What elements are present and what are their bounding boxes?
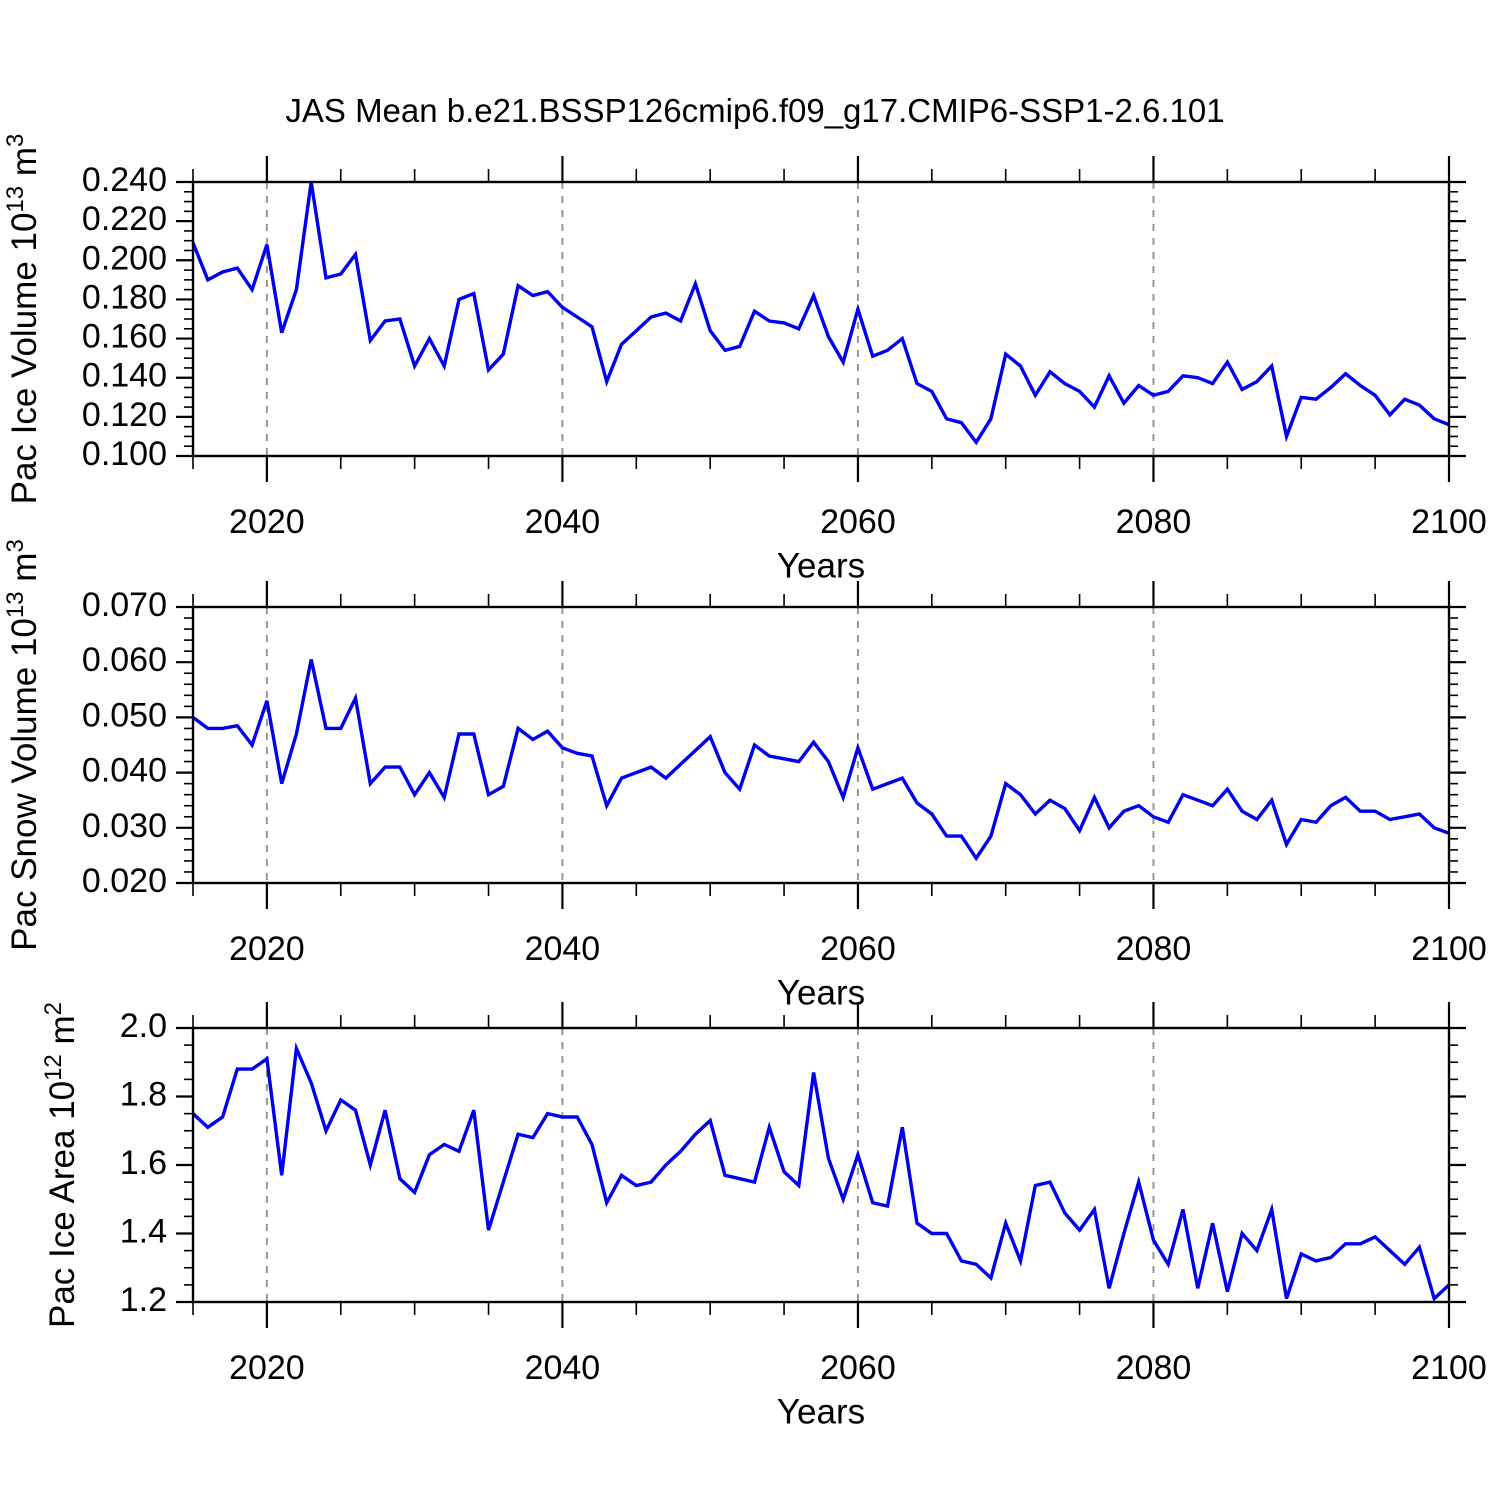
x-tick-label: 2040	[525, 503, 601, 541]
x-tick-label: 2060	[820, 930, 896, 968]
x-axis-title: Years	[777, 973, 865, 1012]
y-tick-label: 0.030	[82, 807, 167, 845]
y-tick-label: 0.160	[82, 318, 167, 356]
y-tick-label: 1.8	[120, 1075, 167, 1113]
x-axis-title: Years	[777, 546, 865, 585]
x-axis-title: Years	[777, 1392, 865, 1431]
x-tick-label: 2020	[229, 930, 305, 968]
y-tick-label: 1.4	[120, 1212, 167, 1250]
y-tick-label: 0.100	[82, 435, 167, 473]
y-tick-label: 0.140	[82, 357, 167, 395]
chart-title: JAS Mean b.e21.BSSP126cmip6.f09_g17.CMIP…	[285, 92, 1224, 129]
y-tick-label: 0.060	[82, 641, 167, 679]
y-tick-label: 0.070	[82, 586, 167, 624]
panel-pac-ice-area: 2020 2040 2060 2080 2100 2.0 1.8 1.6 1.4 1.2 Years…	[40, 1002, 1487, 1431]
x-tick-label: 2020	[229, 503, 305, 541]
panel-pac-snow-volume: 2020 2040 2060 2080 2100 0.070 0.060 0.050 0.040…	[2, 539, 1487, 1012]
data-line-pac-snow-volume	[191, 659, 1450, 862]
x-tick-label: 2080	[1116, 503, 1192, 541]
y-tick-label: 0.050	[82, 696, 167, 734]
x-tick-label: 2060	[820, 1349, 896, 1387]
y-tick-label: 1.2	[120, 1281, 167, 1319]
y-tick-label: 0.180	[82, 278, 167, 316]
x-tick-label: 2020	[229, 1349, 305, 1387]
x-tick-label: 2100	[1411, 1349, 1487, 1387]
x-tick-label: 2040	[525, 930, 601, 968]
data-line-pac-ice-volume	[191, 181, 1450, 446]
y-tick-label: 0.220	[82, 200, 167, 238]
y-tick-label: 0.200	[82, 239, 167, 277]
y-tick-label: 1.6	[120, 1144, 167, 1182]
data-line-pac-ice-area	[191, 1041, 1451, 1302]
y-tick-label: 0.240	[82, 161, 167, 199]
x-tick-label: 2080	[1116, 930, 1192, 968]
plot-frame	[191, 605, 1451, 885]
x-tick-label: 2080	[1116, 1349, 1192, 1387]
y-tick-label: 0.020	[82, 862, 167, 900]
x-tick-label: 2040	[525, 1349, 601, 1387]
panel-pac-ice-volume: 2020 2040 2060 2080 2100 0.2400.2200.2000.180…	[2, 134, 1487, 586]
x-tick-label: 2060	[820, 503, 896, 541]
y-tick-label: 0.120	[82, 396, 167, 434]
y-tick-label: 2.0	[120, 1007, 167, 1045]
y-tick-label: 0.040	[82, 752, 167, 790]
x-tick-label: 2100	[1411, 930, 1487, 968]
x-tick-label: 2100	[1411, 503, 1487, 541]
y-axis-title-pac-ice-volume: Pac Ice Volume 1013 m3	[2, 134, 44, 505]
y-axis-title-pac-snow-volume: Pac Snow Volume 1013 m3	[2, 539, 44, 951]
y-axis-title-pac-ice-area: Pac Ice Area 1012 m2	[40, 1002, 82, 1328]
